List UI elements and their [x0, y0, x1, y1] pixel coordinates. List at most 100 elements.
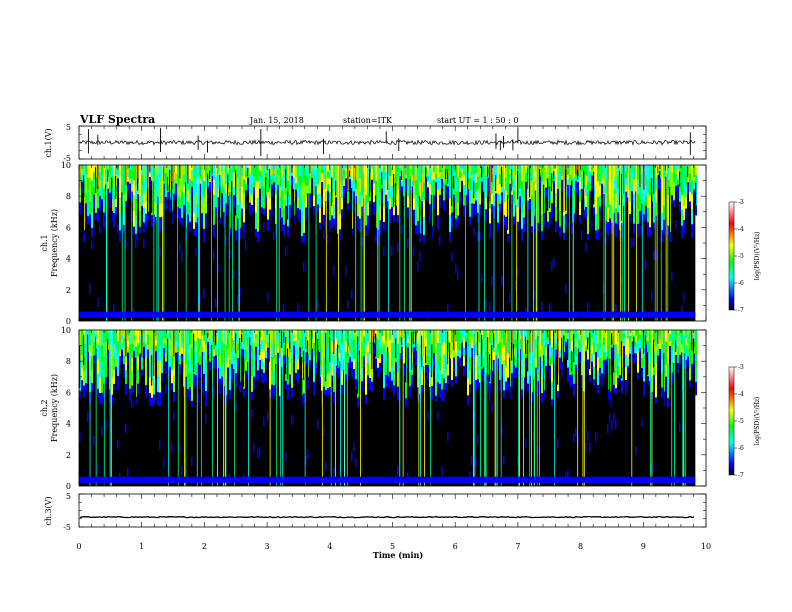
spectrogram-cell [191, 180, 193, 187]
spectrogram-cell [539, 343, 541, 351]
ch1-waveform-ylabel: ch.1(V) [44, 128, 53, 157]
spectrogram-cell [681, 195, 683, 211]
spectrogram-band [559, 357, 561, 370]
spectrogram-band [151, 397, 153, 407]
spectrogram-cell [501, 185, 503, 193]
spectrogram-band [155, 350, 157, 362]
spectrogram-cell [677, 169, 679, 176]
spectrogram-band [377, 367, 379, 378]
spectrogram-cell [525, 169, 527, 174]
spectrogram-cell [189, 344, 191, 359]
spectrogram-dark [265, 177, 267, 209]
spectrogram-band [365, 394, 367, 405]
spectrogram-cell [555, 339, 557, 345]
spectrogram-band [471, 202, 473, 218]
spectrogram-cell [173, 186, 175, 194]
spectrogram-speckle [79, 431, 81, 442]
spectrogram-band [475, 200, 477, 215]
spectrogram-cell [595, 335, 597, 342]
spectrogram-dark [447, 169, 449, 184]
spectrogram-cell [85, 165, 87, 175]
spectrogram-cell [393, 330, 395, 345]
spectrogram-cell [445, 369, 447, 384]
spectrogram-band [599, 367, 601, 376]
spectrogram-cell [323, 372, 325, 387]
spectrogram-speckle [215, 297, 217, 308]
spectrogram-cell [645, 195, 647, 206]
spectrogram-cell [595, 181, 597, 199]
spectrogram-speckle [669, 363, 671, 374]
spectrogram-cell [459, 330, 461, 338]
spectrogram-cell [233, 339, 235, 350]
spectrogram-cell [281, 178, 283, 192]
spectrogram-speckle [487, 383, 489, 394]
spectrogram-cell [553, 165, 555, 170]
spectrogram-cell [337, 339, 339, 350]
spectrogram-cell [85, 356, 87, 370]
date-label: Jan. 15, 2018 [249, 116, 304, 125]
spectrogram-cell [589, 171, 591, 179]
spectrogram-speckle [93, 435, 95, 446]
spectrogram-speckle [585, 241, 587, 252]
spectrogram-band [487, 177, 489, 192]
spectrogram-cell [413, 198, 415, 210]
spectrogram-dark [547, 330, 549, 338]
spectrogram-band [543, 212, 545, 228]
spectrogram-band [381, 353, 383, 365]
spectrogram-band [279, 207, 281, 221]
spectrogram-band [551, 202, 553, 218]
spectrogram-cell [575, 355, 577, 365]
spectrogram-dark [357, 336, 359, 394]
x-tick-label: 1 [139, 542, 144, 551]
spectrogram-cell [119, 342, 121, 350]
spectrogram-cell [87, 165, 89, 179]
spectrogram-band [397, 386, 399, 401]
spectrogram-cell [313, 175, 315, 186]
spectrogram-band [517, 221, 519, 232]
spectrogram-speckle [429, 214, 431, 224]
spectrogram-band [443, 199, 445, 211]
spectrogram-band [79, 390, 81, 398]
spectrogram-cell [647, 330, 649, 342]
ch1-waveform-line [79, 139, 696, 146]
spectrogram-dark [209, 170, 211, 180]
spectrogram-dark [693, 338, 695, 358]
spectrogram-cell [247, 337, 249, 347]
spectrogram-cell [335, 165, 337, 174]
spectrogram-cell [303, 181, 305, 200]
spectrogram-cell [83, 371, 85, 386]
spectrogram-cell [157, 330, 159, 346]
spectrogram-cell [205, 176, 207, 190]
spectrogram-cell [649, 342, 651, 356]
spectrogram-cell [107, 165, 109, 172]
spectrogram-cell [307, 171, 309, 180]
spectrogram-cell [197, 190, 199, 205]
spectrogram-band [419, 393, 421, 405]
spectrogram-cell [443, 354, 445, 367]
spectrogram-cell [543, 165, 545, 178]
spectrogram-band [261, 206, 263, 214]
spectrogram-speckle [515, 281, 517, 291]
spectrogram-hot [561, 165, 563, 177]
spectrogram-cell [305, 346, 307, 353]
spectrogram-band [457, 355, 459, 363]
spectrogram-cell [461, 165, 463, 170]
spectrogram-band [129, 183, 131, 199]
spectrogram-cell [671, 165, 673, 173]
spectrogram-cell [443, 191, 445, 201]
spectrogram-cell [391, 185, 393, 197]
spectrogram-cell [635, 165, 637, 172]
y-tick-label: 6 [66, 388, 71, 397]
spectrogram-cell [663, 165, 665, 180]
spectrogram-cell [585, 330, 587, 336]
spectrogram-band [249, 345, 251, 359]
spectrogram-cell [677, 346, 679, 355]
spectrogram-cell [211, 330, 213, 344]
spectrogram-dark [647, 352, 649, 376]
figure-title: VLF Spectra [79, 113, 155, 126]
spectrogram-cell [515, 357, 517, 368]
spectrogram-cell [597, 213, 599, 230]
spectrogram-band [569, 374, 571, 388]
spectrogram-band [639, 347, 641, 363]
spectrogram-speckle [481, 273, 483, 283]
